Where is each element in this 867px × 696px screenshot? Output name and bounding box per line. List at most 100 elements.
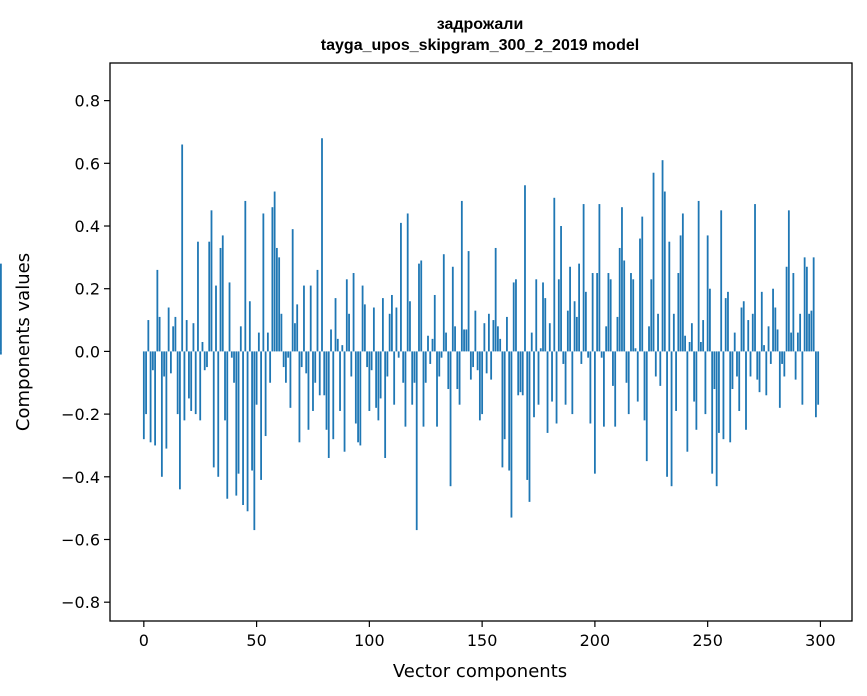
bar [165, 351, 168, 449]
bar [733, 332, 736, 352]
bar [404, 351, 407, 427]
bar [621, 207, 623, 352]
bar [307, 351, 310, 430]
bar [587, 351, 590, 358]
bar [269, 351, 272, 383]
bar [294, 323, 296, 352]
bar [217, 351, 220, 477]
bar [704, 351, 707, 415]
bar [359, 351, 362, 446]
bar [749, 351, 752, 377]
bar [492, 320, 495, 352]
bar [206, 351, 208, 368]
bar [363, 304, 366, 352]
bar [544, 298, 547, 352]
bar [251, 351, 253, 471]
bar [418, 263, 420, 352]
bar [271, 207, 274, 352]
bar [598, 204, 601, 352]
bar [815, 351, 817, 418]
bar [323, 351, 326, 396]
bar [336, 338, 339, 352]
bar [652, 172, 655, 352]
bar [280, 313, 283, 352]
bar [167, 307, 170, 352]
y-tick-label: −0.6 [61, 530, 100, 549]
bar [321, 138, 323, 352]
bar [745, 351, 747, 430]
bar [727, 291, 729, 352]
bar [778, 351, 781, 408]
bar [684, 335, 686, 352]
bar [469, 351, 472, 380]
bar [573, 301, 576, 352]
bar [160, 351, 163, 477]
bar [533, 351, 535, 418]
bar [210, 210, 213, 352]
bar [325, 351, 328, 430]
bar [228, 282, 231, 352]
bar [817, 351, 820, 405]
bar [350, 351, 353, 377]
bar [688, 342, 691, 352]
bar [546, 351, 549, 433]
bar [564, 351, 567, 405]
bar [273, 191, 276, 352]
bar [194, 351, 197, 415]
bar [569, 266, 571, 352]
bar [341, 345, 344, 352]
bar [630, 273, 632, 352]
bar [330, 329, 332, 352]
bar [163, 351, 166, 377]
bar [314, 351, 317, 383]
bar [503, 351, 506, 440]
bar [776, 329, 779, 352]
bar [427, 335, 429, 352]
bar [201, 342, 204, 352]
bar [456, 351, 459, 390]
bar [451, 266, 454, 352]
bar [555, 351, 558, 424]
bar [147, 320, 150, 352]
bar [605, 326, 608, 352]
bar [169, 351, 172, 374]
bar [262, 213, 265, 352]
x-tick-label: 300 [805, 631, 836, 650]
bar [212, 351, 215, 468]
bar [760, 291, 763, 352]
x-tick-label: 50 [246, 631, 266, 650]
bar [808, 313, 811, 352]
bar [445, 332, 447, 352]
bar-series [0, 138, 820, 531]
bar [172, 326, 175, 352]
bar [668, 241, 671, 352]
bar [424, 351, 427, 383]
y-tick-label: 0.4 [75, 217, 100, 236]
bar [483, 323, 486, 352]
bar [575, 316, 578, 352]
bar [149, 351, 152, 443]
bar [415, 351, 418, 531]
bar [395, 307, 398, 352]
bar [158, 316, 161, 352]
bar [381, 298, 384, 352]
bar [774, 307, 777, 352]
bar [142, 351, 145, 440]
bar [266, 332, 269, 352]
bar [650, 279, 653, 352]
bar [562, 351, 565, 364]
bar [672, 313, 675, 352]
bar [361, 285, 364, 352]
bar [183, 351, 186, 421]
bar [769, 351, 772, 364]
bar [255, 351, 258, 405]
bar [176, 351, 179, 415]
bar [145, 351, 147, 415]
bar [677, 273, 680, 352]
bar [591, 273, 594, 352]
bar [291, 229, 294, 352]
x-tick-label: 150 [467, 631, 498, 650]
bar [690, 323, 693, 352]
bar [612, 351, 614, 386]
